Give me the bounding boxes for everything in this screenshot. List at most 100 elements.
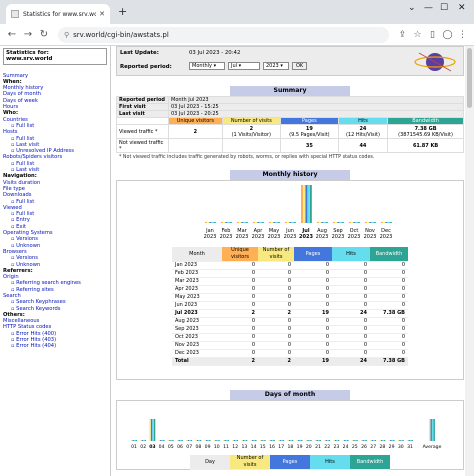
menu-link[interactable]: ▫ Referring search engines xyxy=(11,280,81,287)
month-value-cell: 0 xyxy=(294,277,332,286)
day-bar xyxy=(227,440,229,441)
month-axis-year: 2023 xyxy=(284,234,297,240)
menu-link[interactable]: Search xyxy=(3,292,21,299)
close-tab-icon[interactable]: ✕ xyxy=(99,10,105,18)
menu-link[interactable]: Hosts xyxy=(3,129,18,136)
maximize-icon[interactable]: ☐ xyxy=(440,3,449,13)
month-select-value: Jul xyxy=(231,63,238,69)
monthly-col-visits: Number of visits xyxy=(258,247,294,262)
share-icon[interactable]: ⇪ xyxy=(398,29,407,40)
year-select[interactable]: 2023 ▾ xyxy=(263,62,289,70)
menu-link[interactable]: ▫ Last visit xyxy=(11,167,40,174)
site-info-icon[interactable]: ⚲ xyxy=(64,30,70,39)
month-bar xyxy=(287,222,290,223)
profile-icon[interactable]: ◯ xyxy=(442,29,453,40)
monthly-table-row: Total 2 2 19 24 7.38 GB xyxy=(172,357,408,366)
menu-link[interactable]: ▫ Exit xyxy=(11,223,26,230)
menu-link[interactable]: ▫ Unresolved IP Address xyxy=(11,148,74,155)
viewed-hits: 24 xyxy=(359,125,367,132)
month-bar xyxy=(211,222,214,223)
notviewed-traffic-row: Not viewed traffic * 35 44 61.87 KB xyxy=(116,138,464,153)
viewed-pages-cell: 19 (9.5 Pages/Visit) xyxy=(280,124,339,139)
menu-link[interactable]: ▫ Error Hits (400) xyxy=(11,330,57,337)
menu-link[interactable]: Hours xyxy=(3,104,19,111)
month-bar xyxy=(277,222,280,223)
day-bar xyxy=(371,440,374,441)
menu-link[interactable]: ▫ Search Keyphrases xyxy=(11,299,66,306)
month-bar xyxy=(285,222,287,223)
new-tab-icon[interactable]: + xyxy=(118,5,128,18)
month-axis-label: May xyxy=(269,228,279,234)
menu-link[interactable]: File type xyxy=(3,185,25,192)
monthly-table-row: May 2023 0 0 0 0 0 xyxy=(172,293,408,302)
ok-button[interactable]: OK xyxy=(292,62,308,70)
menu-link[interactable]: Viewed xyxy=(3,204,22,211)
menu-link[interactable]: ▫ Search Keywords xyxy=(11,305,61,312)
day-bar xyxy=(158,440,160,441)
menu-link[interactable]: Monthly history xyxy=(3,85,44,92)
bookmark-star-icon[interactable]: ☆ xyxy=(413,29,422,40)
day-bar xyxy=(195,440,197,441)
month-cell: Total xyxy=(172,357,222,366)
notviewed-traffic-label: Not viewed traffic * xyxy=(116,138,169,153)
menu-link[interactable]: ▫ Last visit xyxy=(11,141,40,148)
menu-link[interactable]: ▫ Full list xyxy=(11,160,35,167)
back-icon[interactable]: ← xyxy=(7,29,17,40)
menu-link[interactable]: ▫ Full list xyxy=(11,211,35,218)
menu-link[interactable]: ▫ Versions xyxy=(11,236,38,243)
day-bar xyxy=(315,440,317,441)
menu-link[interactable]: ▫ Unknown xyxy=(11,261,41,268)
month-axis-label: Nov xyxy=(365,228,375,234)
reload-icon[interactable]: ↻ xyxy=(39,29,49,40)
menu-link[interactable]: Browsers xyxy=(3,248,27,255)
menu-link[interactable]: Countries xyxy=(3,116,28,123)
period-type-select[interactable]: Monthly ▾ xyxy=(189,62,225,70)
menu-link[interactable]: ▫ Error Hits (403) xyxy=(11,337,57,344)
url-field[interactable]: ⚲ srv.world/cgi-bin/awstats.pl xyxy=(58,26,389,43)
sidebar-icon[interactable]: ▯ xyxy=(430,29,435,40)
window-close-icon[interactable]: ✕ xyxy=(458,3,466,13)
browser-menu-icon[interactable]: ⋮ xyxy=(458,29,467,40)
month-value-cell: 0 xyxy=(332,317,370,326)
page-scrollbar[interactable] xyxy=(465,46,474,476)
menu-link[interactable]: ▫ Full list xyxy=(11,122,35,129)
day-bar xyxy=(408,440,410,441)
day-bar xyxy=(223,440,225,441)
menu-link[interactable]: Summary xyxy=(3,72,29,79)
day-bar xyxy=(261,440,263,441)
forward-icon[interactable]: → xyxy=(23,29,33,40)
day-bar xyxy=(131,440,133,441)
month-axis-year: 2023 xyxy=(252,234,265,240)
menu-link[interactable]: ▫ Unknown xyxy=(11,242,41,249)
menu-link[interactable]: Operating Systems xyxy=(3,230,53,237)
month-axis-label: Sep xyxy=(333,228,342,234)
minimize-icon[interactable]: — xyxy=(424,3,433,13)
menu-link[interactable]: Days of month xyxy=(3,91,42,98)
browser-tab[interactable]: Statistics for www.srv.world (201 ✕ xyxy=(6,4,110,24)
day-bar xyxy=(400,440,403,441)
month-select[interactable]: Jul ▾ xyxy=(228,62,260,70)
menu-link[interactable]: HTTP Status codes xyxy=(3,324,52,331)
day-bar xyxy=(301,440,303,441)
month-value-cell: 0 xyxy=(258,317,294,326)
menu-link[interactable]: ▫ Error Hits (404) xyxy=(11,343,57,350)
menu-link[interactable]: Downloads xyxy=(3,192,32,199)
month-axis-year: 2023 xyxy=(348,234,361,240)
menu-link[interactable]: Origin xyxy=(3,274,19,281)
monthly-table-row: Oct 2023 0 0 0 0 0 xyxy=(172,333,408,342)
menu-link[interactable]: Days of week xyxy=(3,97,38,104)
day-bar xyxy=(388,440,390,441)
menu-link[interactable]: ▫ Referring sites xyxy=(11,286,54,293)
menu-heading: Who: xyxy=(3,110,19,117)
menu-link[interactable]: Miscellaneous xyxy=(3,318,40,325)
scrollbar-thumb[interactable] xyxy=(467,48,472,108)
menu-link[interactable]: ▫ Entry xyxy=(11,217,30,224)
menu-link[interactable]: ▫ Full list xyxy=(11,135,35,142)
tab-search-icon[interactable]: ⌄ xyxy=(408,3,416,13)
menu-link[interactable]: ▫ Full list xyxy=(11,198,35,205)
day-bar xyxy=(189,440,191,441)
day-bar xyxy=(204,440,206,441)
menu-link[interactable]: Robots/Spiders visitors xyxy=(3,154,63,161)
menu-link[interactable]: Visits duration xyxy=(3,179,41,186)
menu-link[interactable]: ▫ Versions xyxy=(11,255,38,262)
